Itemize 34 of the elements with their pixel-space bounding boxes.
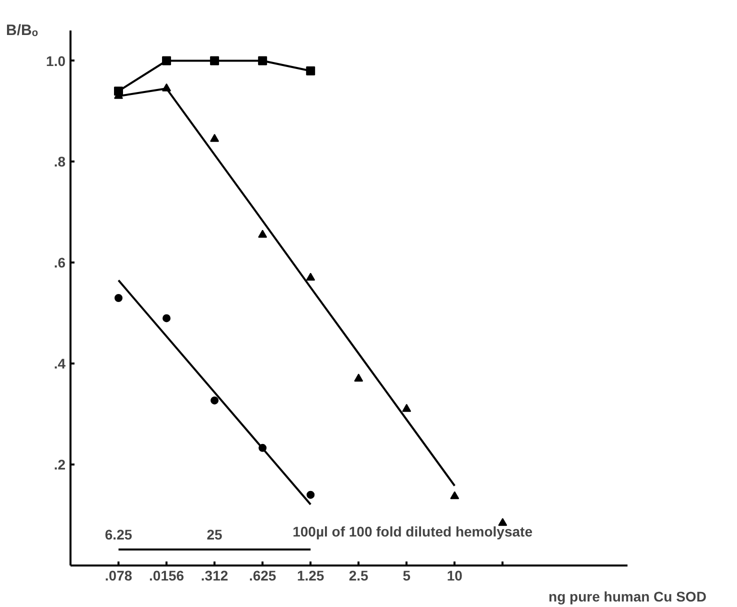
line-series bbox=[118, 279, 312, 506]
point bbox=[306, 490, 315, 499]
annotation: 25 bbox=[206, 526, 223, 542]
point bbox=[210, 396, 219, 404]
y-tick-label: .4 bbox=[54, 356, 66, 372]
y-tick-label: .2 bbox=[54, 456, 66, 473]
point bbox=[498, 518, 508, 526]
y-tick-label: .8 bbox=[54, 154, 66, 170]
point bbox=[258, 56, 268, 66]
y-tick-label: .6 bbox=[54, 254, 66, 271]
y-tick-label: 1.0 bbox=[46, 52, 66, 69]
x-axis-title: ng pure human Cu SOD bbox=[548, 588, 706, 604]
annotation: 6.25 bbox=[104, 526, 132, 542]
x-tick-label: .0156 bbox=[149, 568, 184, 584]
x-tick-label: .625 bbox=[248, 568, 276, 584]
point bbox=[402, 404, 412, 412]
point bbox=[162, 314, 171, 322]
point bbox=[306, 272, 316, 281]
point bbox=[114, 294, 123, 302]
point bbox=[450, 491, 460, 500]
x-tick-label: 1.25 bbox=[296, 568, 324, 584]
annotation: 100µl of 100 fold diluted hemolysate bbox=[292, 523, 533, 540]
point bbox=[210, 134, 220, 142]
y-axis-title: B/Bₒ bbox=[6, 22, 38, 39]
point bbox=[354, 374, 364, 382]
x-tick-label: 10 bbox=[446, 568, 463, 584]
x-tick-label: 2.5 bbox=[348, 568, 369, 584]
point bbox=[210, 56, 220, 66]
point bbox=[306, 66, 316, 76]
point bbox=[258, 230, 268, 238]
x-tick-label: .078 bbox=[104, 568, 132, 584]
x-tick-label: 5 bbox=[402, 568, 411, 584]
point bbox=[162, 56, 172, 66]
x-tick-label: .312 bbox=[200, 568, 228, 584]
